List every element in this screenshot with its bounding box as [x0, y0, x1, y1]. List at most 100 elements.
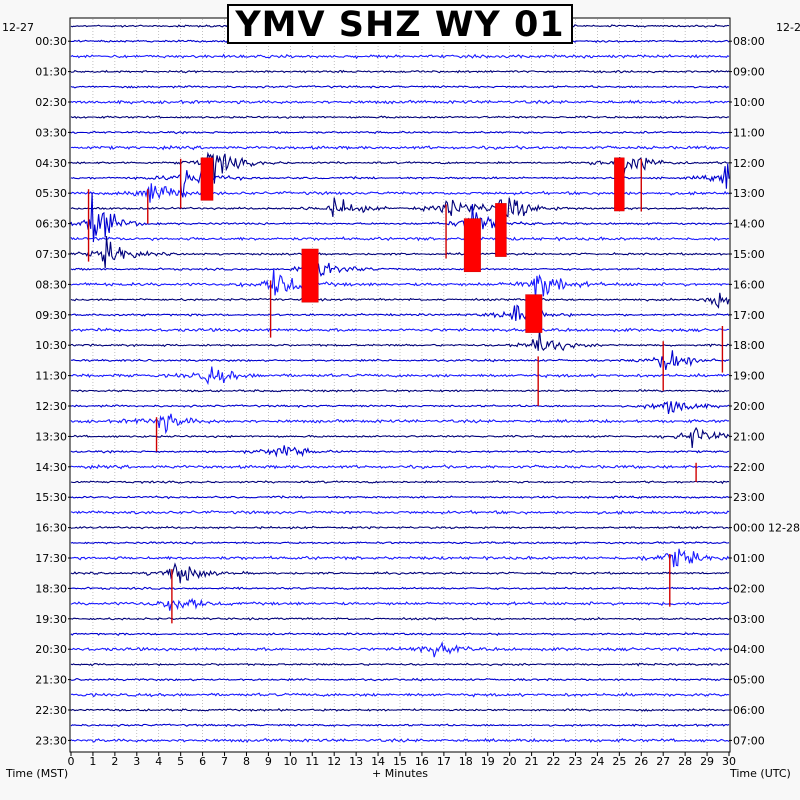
- trace-line: [70, 708, 730, 712]
- x-tick-label: 20: [503, 755, 517, 768]
- left-time-label: 01:30: [35, 66, 67, 79]
- clipped-block: [495, 203, 507, 257]
- trace-line: [70, 597, 730, 611]
- x-tick-label: 15: [393, 755, 407, 768]
- trace-line: [70, 426, 730, 449]
- left-date-label: 12-27: [2, 21, 34, 34]
- left-time-label: 13:30: [35, 430, 67, 443]
- x-tick-label: 26: [634, 755, 648, 768]
- x-tick-label: 17: [437, 755, 451, 768]
- x-tick-label: 28: [678, 755, 692, 768]
- trace-line: [70, 445, 730, 458]
- right-time-label: 09:00: [733, 66, 765, 79]
- x-tick-label: 10: [283, 755, 297, 768]
- right-time-label: 02:00: [733, 582, 765, 595]
- x-tick-label: 8: [243, 755, 250, 768]
- trace-line: [70, 99, 730, 105]
- clipped-block: [463, 218, 481, 273]
- left-time-label: 00:30: [35, 35, 67, 48]
- left-time-label: 18:30: [35, 582, 67, 595]
- trace-line: [70, 677, 730, 682]
- left-time-label: 11:30: [35, 370, 67, 383]
- trace-line: [70, 115, 729, 120]
- right-time-label: 17:00: [733, 309, 765, 322]
- right-time-label: 00:00: [733, 522, 765, 535]
- trace-line: [70, 388, 730, 393]
- x-tick-label: 7: [221, 755, 228, 768]
- left-time-label: 14:30: [35, 461, 67, 474]
- right-time-label: 06:00: [733, 704, 765, 717]
- trace-line: [70, 562, 730, 584]
- left-time-label: 21:30: [35, 674, 67, 687]
- left-time-label: 06:30: [35, 218, 67, 231]
- trace-line: [70, 292, 730, 309]
- right-time-label: 13:00: [733, 187, 765, 200]
- trace-line: [70, 495, 730, 500]
- left-time-label: 05:30: [35, 187, 67, 200]
- left-axis-label: Time (MST): [5, 767, 68, 780]
- right-date-change-label: 12-28: [768, 522, 800, 535]
- x-tick-label: 25: [612, 755, 626, 768]
- left-time-label: 10:30: [35, 339, 67, 352]
- clipped-markers: [87, 157, 724, 624]
- trace-line: [70, 737, 730, 743]
- right-time-label: 05:00: [733, 674, 765, 687]
- left-time-label: 04:30: [35, 157, 67, 170]
- x-tick-label: 6: [199, 755, 206, 768]
- x-tick-label: 12: [327, 755, 341, 768]
- trace-line: [70, 548, 730, 568]
- left-time-label: 12:30: [35, 400, 67, 413]
- trace-line: [70, 401, 730, 415]
- trace-line: [70, 250, 730, 280]
- left-time-label: 08:30: [35, 278, 67, 291]
- clipped-block: [200, 157, 214, 201]
- x-tick-label: 5: [177, 755, 184, 768]
- left-time-label: 15:30: [35, 491, 67, 504]
- trace-line: [70, 616, 730, 621]
- x-tick-label: 22: [547, 755, 561, 768]
- right-time-label: 04:00: [733, 643, 765, 656]
- left-time-label: 03:30: [35, 126, 67, 139]
- left-time-label: 17:30: [35, 552, 67, 565]
- x-tick-label: 18: [459, 755, 473, 768]
- trace-line: [70, 130, 730, 135]
- right-time-label: 10:00: [733, 96, 765, 109]
- left-time-label: 16:30: [35, 522, 67, 535]
- trace-line: [70, 509, 730, 516]
- x-tick-label: 29: [700, 755, 714, 768]
- right-time-label: 21:00: [733, 430, 765, 443]
- left-time-label: 23:30: [35, 734, 67, 747]
- left-time-label: 20:30: [35, 643, 67, 656]
- trace-line: [70, 640, 730, 658]
- trace-line: [70, 192, 730, 243]
- right-time-label: 08:00: [733, 35, 765, 48]
- trace-line: [70, 723, 730, 728]
- x-tick-label: 2: [111, 755, 118, 768]
- trace-line: [70, 662, 729, 667]
- x-tick-label: 4: [155, 755, 162, 768]
- right-time-label: 11:00: [733, 126, 765, 139]
- right-time-label: 23:00: [733, 491, 765, 504]
- x-tick-label: 3: [133, 755, 140, 768]
- right-time-label: 07:00: [733, 734, 765, 747]
- x-tick-label: 0: [68, 755, 75, 768]
- right-date-label: 12-2: [776, 21, 800, 34]
- right-time-label: 18:00: [733, 339, 765, 352]
- right-time-label: 12:00: [733, 157, 765, 170]
- right-time-label: 16:00: [733, 278, 765, 291]
- trace-line: [70, 366, 730, 386]
- x-axis: 0 1 2 3 4 5 6 7 8 9 10 11 12 13 14 15 16 17 18 19 20 21 22 23 24…: [68, 752, 736, 768]
- clipped-block: [614, 157, 625, 212]
- chart-title: YMV SHZ WY 01: [227, 4, 573, 44]
- trace-line: [70, 144, 730, 151]
- x-tick-label: 16: [415, 755, 429, 768]
- right-time-label: 19:00: [733, 370, 765, 383]
- trace-line: [70, 236, 729, 269]
- trace-line: [70, 586, 730, 591]
- trace-line: [70, 85, 730, 89]
- clipped-block: [301, 248, 319, 303]
- right-axis-label: Time (UTC): [729, 767, 791, 780]
- trace-line: [70, 304, 730, 322]
- trace-line: [70, 480, 730, 485]
- left-time-label: 19:30: [35, 613, 67, 626]
